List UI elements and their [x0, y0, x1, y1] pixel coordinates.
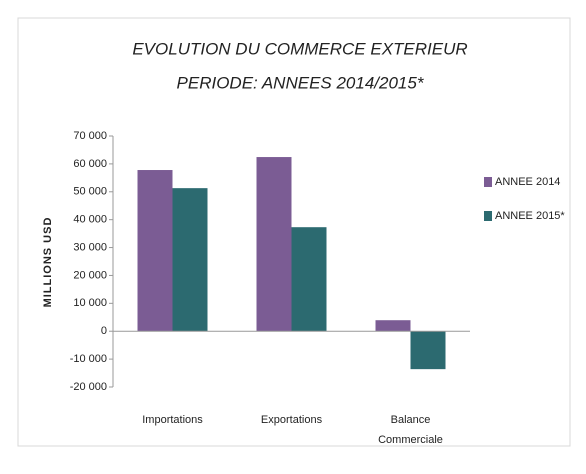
- legend-label: ANNEE 2014: [495, 176, 560, 188]
- y-tick-label: 30 000: [73, 241, 107, 253]
- bar: [256, 157, 292, 332]
- y-axis-label: MILLIONS USD: [42, 217, 54, 308]
- bar: [172, 188, 208, 332]
- y-tick-label: 40 000: [73, 214, 107, 226]
- y-tick-label: 10 000: [73, 297, 107, 309]
- y-tick-label: 70 000: [73, 130, 107, 142]
- legend-label: ANNEE 2015*: [495, 210, 565, 222]
- x-tick-label: Exportations: [260, 414, 323, 426]
- y-tick-label: -20 000: [70, 381, 107, 393]
- y-tick-label: -10 000: [70, 353, 107, 365]
- bar: [137, 170, 173, 332]
- y-tick-label: 20 000: [73, 269, 107, 281]
- bar: [410, 331, 446, 370]
- y-tick-label: 60 000: [73, 158, 107, 170]
- x-tick-label: Importations: [142, 414, 203, 426]
- legend-swatch: [484, 211, 492, 221]
- y-tick-label: 0: [101, 325, 107, 337]
- chart-subtitle: PERIODE: ANNEES 2014/2015*: [177, 73, 425, 92]
- chart-title: EVOLUTION DU COMMERCE EXTERIEUR: [132, 39, 467, 58]
- bar: [291, 227, 327, 332]
- y-tick-label: 50 000: [73, 186, 107, 198]
- legend-swatch: [484, 177, 492, 187]
- x-tick-label: Balance Commerciale: [378, 414, 443, 446]
- bar: [375, 320, 411, 332]
